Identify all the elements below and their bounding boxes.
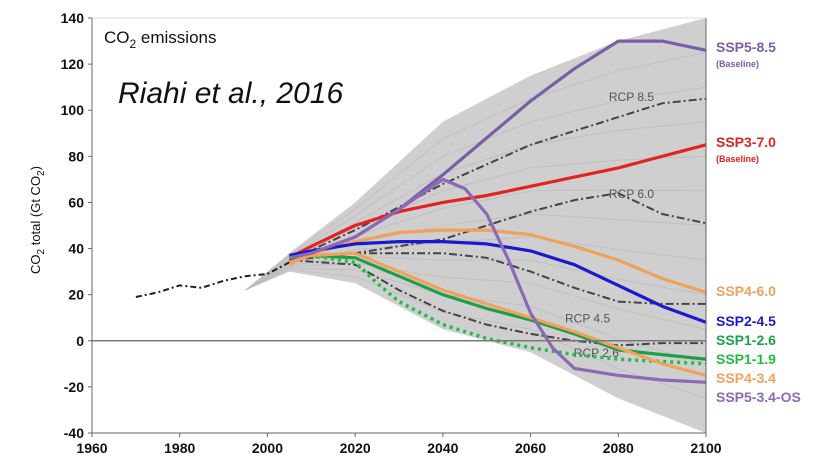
- rcp-line: [289, 252, 706, 305]
- rcp-label: RCP 6.0: [609, 187, 654, 201]
- rcp-label: RCP 8.5: [609, 90, 654, 104]
- historical-line: [135, 261, 290, 298]
- series-label: SSP5-3.4-OS: [716, 389, 801, 405]
- ssp-series-lines: [288, 39, 707, 384]
- range-texture-line: [245, 262, 707, 330]
- attribution-annotation: Riahi et al., 2016: [118, 77, 343, 110]
- x-tick-label: 2040: [427, 440, 458, 456]
- x-tick-label: 1960: [76, 440, 107, 456]
- chart-title: CO2 emissions: [104, 28, 217, 51]
- range-texture-line: [245, 255, 707, 296]
- rcp-line: [289, 192, 707, 262]
- y-tick-label: -20: [64, 379, 84, 395]
- y-tick-label: 120: [61, 56, 85, 72]
- x-tick-label: 2080: [603, 440, 634, 456]
- series-line: [289, 253, 707, 366]
- rcp-line: [288, 97, 707, 262]
- series-line: [288, 251, 707, 377]
- historical-emissions-line: [135, 261, 290, 298]
- range-band-area: [245, 18, 706, 433]
- x-tick-label: 2000: [252, 440, 283, 456]
- series-line: [289, 240, 707, 324]
- x-tick-label: 1980: [164, 440, 195, 456]
- y-tick-label: 0: [76, 333, 84, 349]
- y-tick-label: 60: [68, 194, 84, 210]
- series-sublabel: (Baseline): [716, 59, 759, 69]
- y-tick-label: 20: [68, 287, 84, 303]
- series-line: [288, 143, 707, 260]
- y-tick-label: 80: [68, 148, 84, 164]
- series-label: SSP2-4.5: [716, 313, 776, 329]
- x-tick-label: 2060: [515, 440, 546, 456]
- series-label: SSP4-3.4: [716, 370, 776, 386]
- series-label: SSP4-6.0: [716, 283, 776, 299]
- y-tick-label: 100: [61, 102, 85, 118]
- series-label: SSP1-1.9: [716, 351, 776, 367]
- range-texture-line: [245, 269, 707, 399]
- series-labels: SSP5-8.5 (Baseline) SSP3-7.0 (Baseline) SSP4…: [716, 39, 801, 405]
- series-label: SSP5-8.5: [716, 39, 776, 55]
- x-tick-label: 2100: [690, 440, 721, 456]
- y-axis-label: CO2 total (Gt CO2): [28, 166, 47, 274]
- series-label: SSP3-7.0: [716, 134, 776, 150]
- rcp-label: RCP 4.5: [565, 311, 610, 325]
- y-tick-label: 140: [61, 10, 85, 26]
- y-tick-label: -40: [64, 425, 84, 441]
- series-line: [289, 177, 707, 384]
- series-sublabel: (Baseline): [716, 154, 759, 164]
- x-tick-label: 2020: [340, 440, 371, 456]
- rcp-line: [289, 259, 706, 347]
- y-tick-label: 40: [68, 241, 84, 257]
- series-label: SSP1-2.6: [716, 332, 776, 348]
